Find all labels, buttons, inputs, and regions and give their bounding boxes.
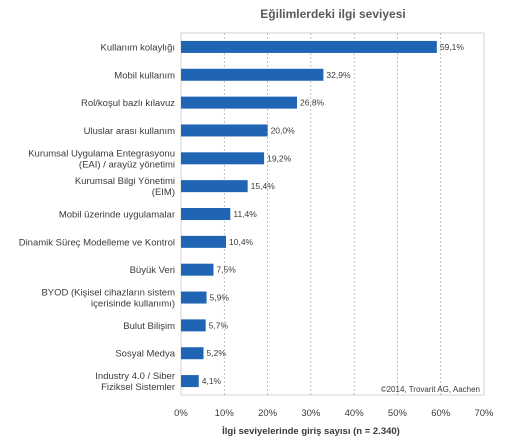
copyright-annotation: ©2014, Trovarit AG, Aachen	[381, 385, 480, 394]
bar-value-label: 5,2%	[207, 348, 227, 358]
category-label: Uluslar arası kullanım	[84, 126, 175, 137]
x-tick-label: 20%	[258, 408, 278, 419]
bar-value-label: 5,7%	[209, 320, 229, 330]
bar	[181, 235, 227, 248]
category-label: Dinamik Süreç Modelleme ve Kontrol	[19, 237, 175, 248]
category-label: içerisinde kullanımı)	[91, 299, 175, 310]
bar	[181, 375, 199, 388]
bar-value-label: 10,4%	[229, 237, 254, 247]
bar	[181, 263, 214, 276]
x-axis-label: İlgi seviyelerinde giriş sayısı (n = 2.3…	[222, 426, 400, 437]
bar-value-label: 26,8%	[300, 98, 325, 108]
category-label: (EAI) / arayüz yönetimi	[79, 159, 175, 170]
bar	[181, 180, 248, 193]
category-label: BYOD (Kişisel cihazların sistem	[41, 288, 175, 299]
category-label: Bulut Bilişim	[123, 321, 175, 332]
bar-value-label: 11,4%	[233, 209, 257, 219]
bar	[181, 152, 265, 165]
category-label: Sosyal Medya	[115, 349, 175, 360]
x-tick-label: 30%	[301, 408, 321, 419]
bar-value-label: 5,9%	[210, 293, 230, 303]
category-label: Kurumsal Bilgi Yönetimi	[75, 176, 175, 187]
x-tick-label: 0%	[174, 408, 188, 419]
category-label: Rol/koşul bazlı kılavuz	[81, 98, 175, 109]
bar-value-label: 32,9%	[326, 70, 351, 80]
x-tick-label: 70%	[474, 408, 494, 419]
bar	[181, 208, 231, 220]
category-label: Fiziksel Sistemler	[101, 382, 175, 393]
bar	[181, 291, 207, 304]
category-label: Mobil üzerinde uygulamalar	[59, 210, 175, 221]
bar-value-label: 59,1%	[440, 42, 465, 52]
x-tick-label: 60%	[431, 408, 451, 419]
bar-value-label: 19,2%	[267, 153, 292, 163]
category-label: (EIM)	[152, 187, 175, 198]
category-labels: Kullanım kolaylığı Mobil kullanım Rol/koşu…	[19, 42, 176, 393]
bar-value-label: 15,4%	[251, 181, 276, 191]
bar	[181, 96, 298, 109]
x-tick-label: 50%	[388, 408, 408, 419]
bar-value-label: 4,1%	[202, 376, 222, 386]
x-tick-label: 40%	[345, 408, 365, 419]
x-tick-label: 10%	[215, 408, 235, 419]
bar-value-label: 7,5%	[216, 265, 236, 275]
category-label: Industry 4.0 / Siber	[95, 371, 175, 382]
bar	[181, 40, 437, 53]
bar	[181, 347, 204, 360]
category-label: Mobil kullanım	[114, 70, 175, 81]
value-labels: 59,1% 32,9% 26,8% 20,0% 19,2% 15,4% 11,4% 10,4%…	[202, 42, 465, 386]
category-label: Büyük Veri	[130, 265, 175, 276]
bars	[181, 40, 437, 388]
bar	[181, 319, 206, 332]
bar-value-label: 20,0%	[271, 125, 296, 135]
category-label: Kurumsal Uygulama Entegrasyonu	[28, 148, 175, 159]
category-label: Kullanım kolaylığı	[101, 42, 175, 53]
bar	[181, 124, 268, 137]
x-tick-labels: 0% 10% 20% 30% 40% 50% 60% 70%	[174, 408, 494, 419]
chart-title: Eğilimlerdeki ilgi seviyesi	[260, 7, 405, 21]
bar	[181, 68, 324, 81]
gridlines	[223, 33, 442, 395]
